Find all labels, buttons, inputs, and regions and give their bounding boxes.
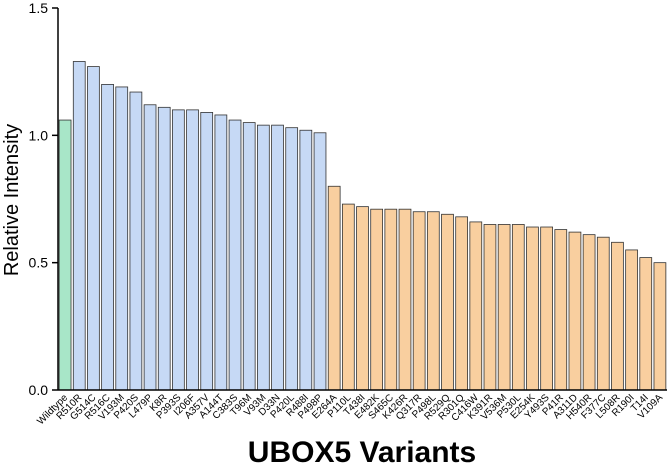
bar (625, 249, 638, 391)
bar (497, 224, 511, 391)
y-axis-label: Relative Intensity (1, 124, 23, 276)
y-tick-label: 1.0 (29, 127, 49, 143)
bar (370, 208, 384, 391)
bar (540, 226, 553, 391)
bar (412, 211, 426, 391)
bar (568, 231, 582, 391)
bar (143, 104, 157, 391)
bar (242, 122, 256, 391)
bar (271, 124, 284, 391)
bar (483, 224, 497, 391)
bar (582, 234, 596, 391)
bar (398, 208, 412, 391)
bar (356, 206, 369, 391)
bar (526, 226, 539, 391)
bar (554, 229, 568, 391)
bar (214, 114, 228, 391)
bar (441, 213, 454, 391)
bar (115, 86, 129, 391)
bar (469, 221, 483, 391)
bar (129, 91, 143, 391)
bar (511, 224, 525, 391)
y-tick-label: 0.5 (29, 255, 49, 271)
bar (72, 61, 86, 391)
bar (101, 84, 114, 391)
bar (426, 211, 440, 391)
bar (596, 236, 610, 391)
bar (455, 216, 468, 391)
bar (299, 129, 313, 391)
bar (653, 262, 667, 391)
bar (186, 109, 199, 391)
bar (285, 127, 299, 391)
bar (200, 112, 214, 391)
x-axis-label: UBOX5 Variants (248, 436, 476, 469)
bar (257, 124, 270, 391)
bar (639, 257, 653, 391)
bar (228, 119, 242, 391)
bar (611, 241, 624, 391)
y-tick-label: 1.5 (29, 0, 49, 16)
bar (87, 66, 100, 391)
bar (58, 119, 72, 391)
bar (384, 208, 398, 391)
bar (172, 109, 185, 391)
bar (157, 106, 171, 391)
y-tick-label: 0.0 (29, 382, 49, 398)
bar (327, 185, 341, 391)
bar (313, 132, 327, 391)
bar (341, 203, 355, 391)
